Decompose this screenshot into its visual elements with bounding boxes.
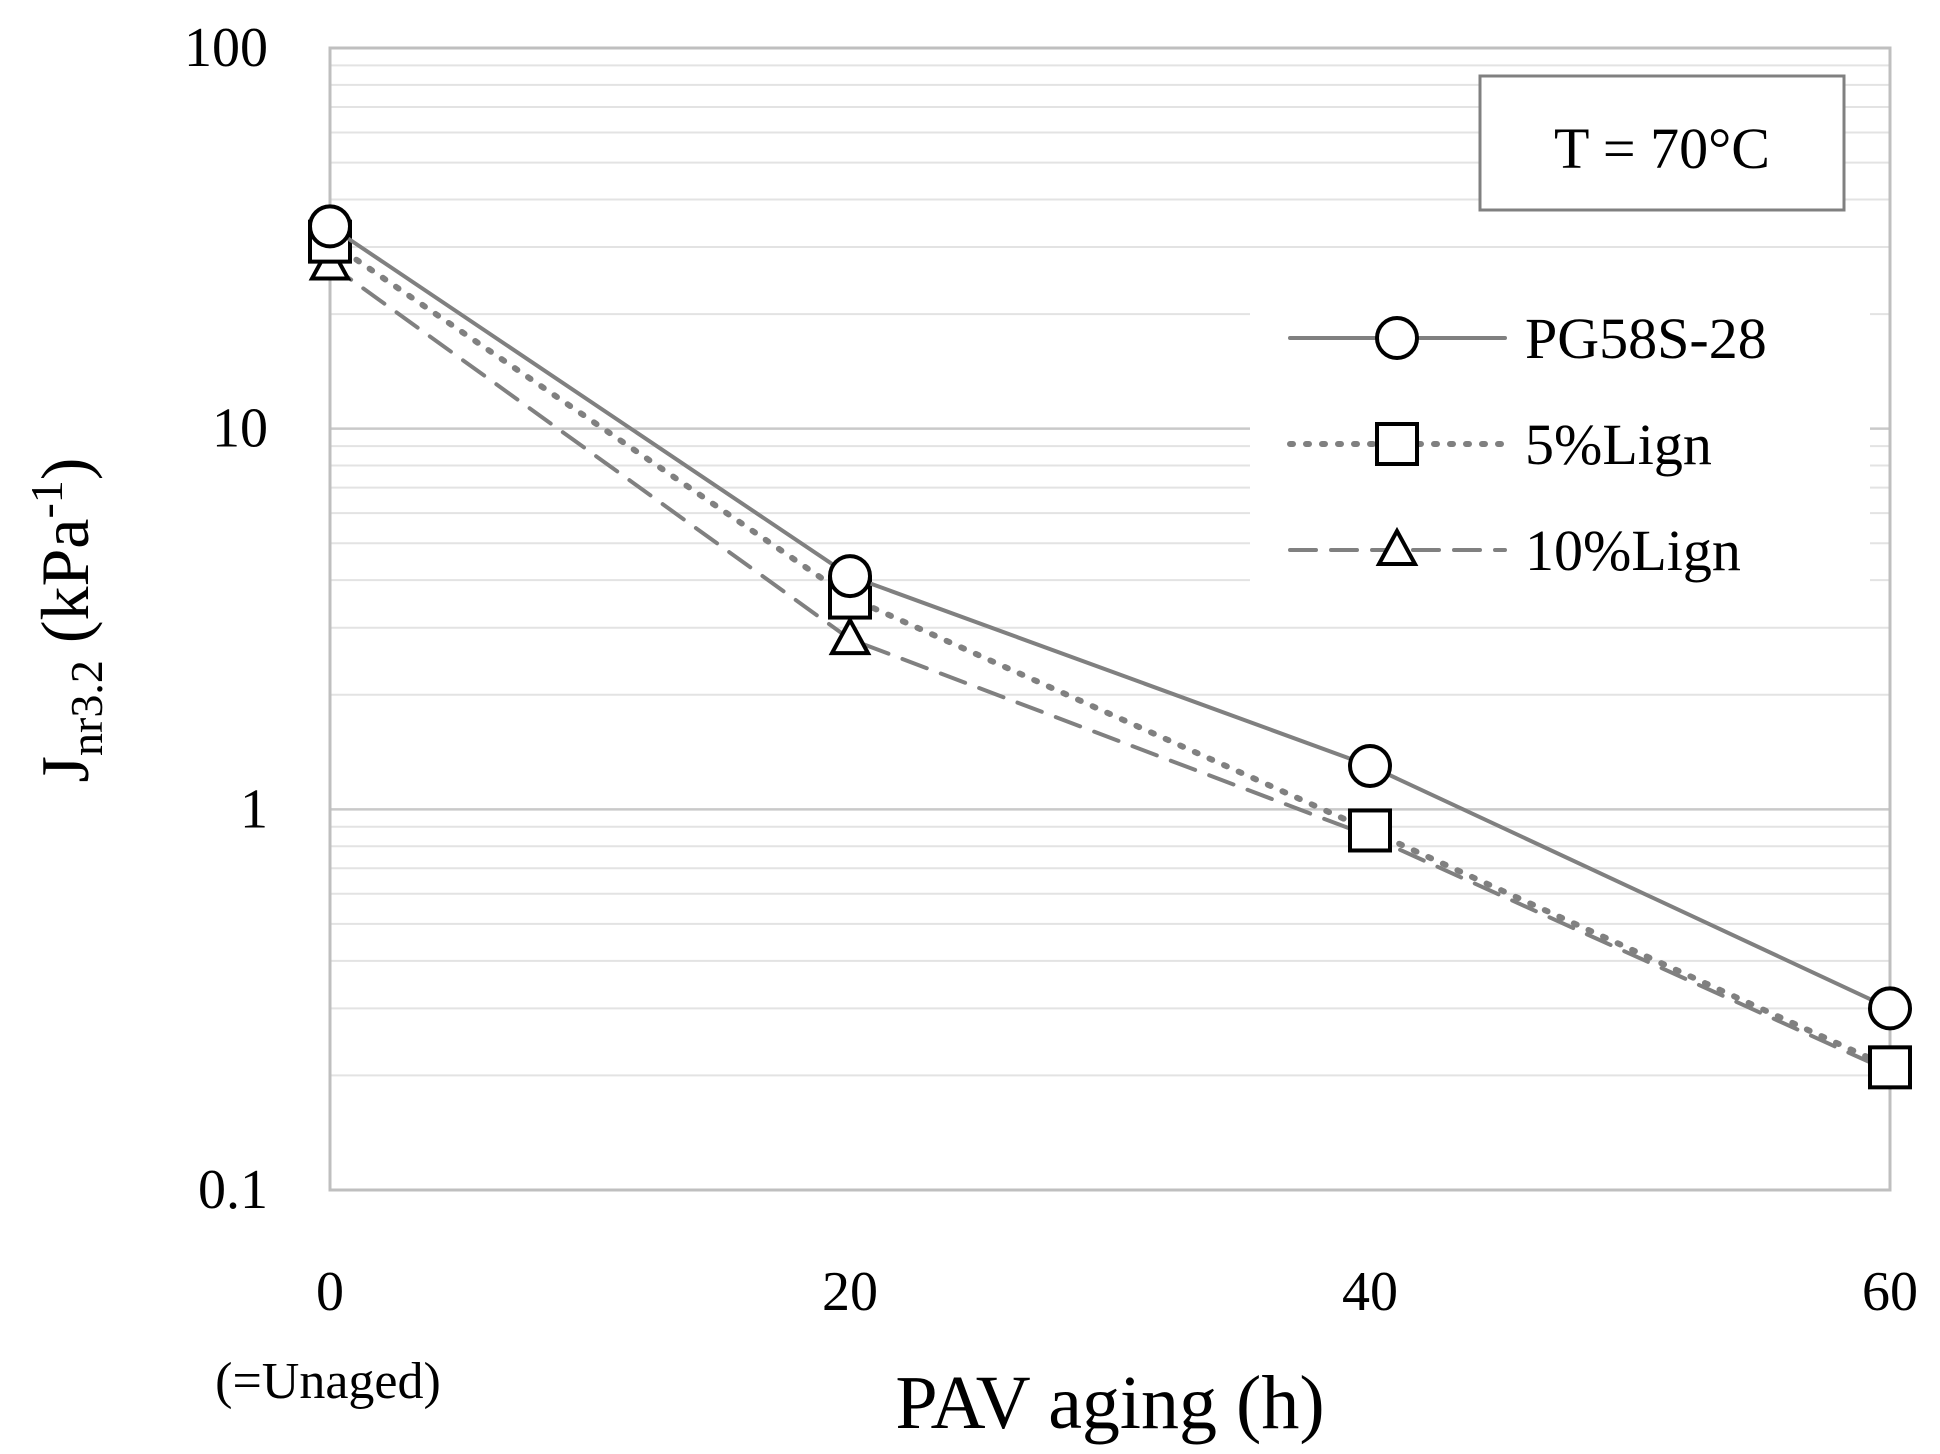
y-tick-labels: 0.1 1 10 100	[184, 17, 268, 1221]
legend-label: 10%Lign	[1525, 518, 1741, 583]
y-tick-label: 100	[184, 17, 268, 79]
annotation-frame	[1478, 74, 1846, 212]
y-label-main: J	[27, 756, 103, 782]
x-tick-label: 0	[316, 1261, 344, 1323]
legend-marker-triangle	[1375, 526, 1419, 566]
legend-label: 5%Lign	[1525, 412, 1712, 477]
y-label-superscript: -1	[21, 480, 72, 518]
data-point-triangle	[828, 615, 872, 656]
legend-marker-circle	[1375, 316, 1419, 360]
y-tick-label: 10	[212, 398, 268, 460]
legend-entry: 10%Lign	[1288, 518, 1741, 583]
legend-marker-square	[1375, 422, 1419, 466]
legend-entry: 5%Lign	[1287, 412, 1712, 477]
data-point-square	[1348, 808, 1392, 853]
y-label-subscript: nr3.2	[61, 660, 112, 756]
y-label-close: )	[27, 458, 103, 481]
data-point-circle	[308, 204, 352, 249]
data-point-circle	[1348, 743, 1392, 788]
series-PG58S-28	[308, 204, 1912, 1031]
x-tick-label: 20	[822, 1261, 878, 1323]
y-label-unit: (kPa	[27, 519, 103, 661]
legend: PG58S-28 5%Lign 10%Lign	[1250, 290, 1870, 590]
x-tick-labels: 0 20 40 60	[316, 1261, 1918, 1323]
data-point-square	[1868, 1045, 1912, 1090]
plot-frame	[328, 46, 1892, 1192]
series-layer	[308, 204, 1912, 1090]
legend-label: PG58S-28	[1525, 306, 1767, 371]
x-tick-label: 40	[1342, 1261, 1398, 1323]
annotation-box: T = 70°C	[1478, 74, 1846, 212]
x-tick-note: (=Unaged)	[215, 1353, 441, 1410]
data-point-circle	[1868, 986, 1912, 1031]
data-point-circle	[828, 554, 872, 599]
x-axis-label: PAV aging (h)	[895, 1361, 1324, 1445]
x-tick-label: 60	[1862, 1261, 1918, 1323]
legend-entry: PG58S-28	[1288, 306, 1767, 371]
y-tick-label: 1	[240, 778, 268, 840]
y-tick-label: 0.1	[198, 1159, 268, 1221]
y-axis-label: Jnr3.2 (kPa-1)	[21, 458, 112, 783]
series-line	[327, 238, 1893, 1071]
series-line	[328, 262, 1892, 1074]
annotation-text: T = 70°C	[1554, 116, 1770, 181]
series-line	[328, 224, 1892, 1011]
